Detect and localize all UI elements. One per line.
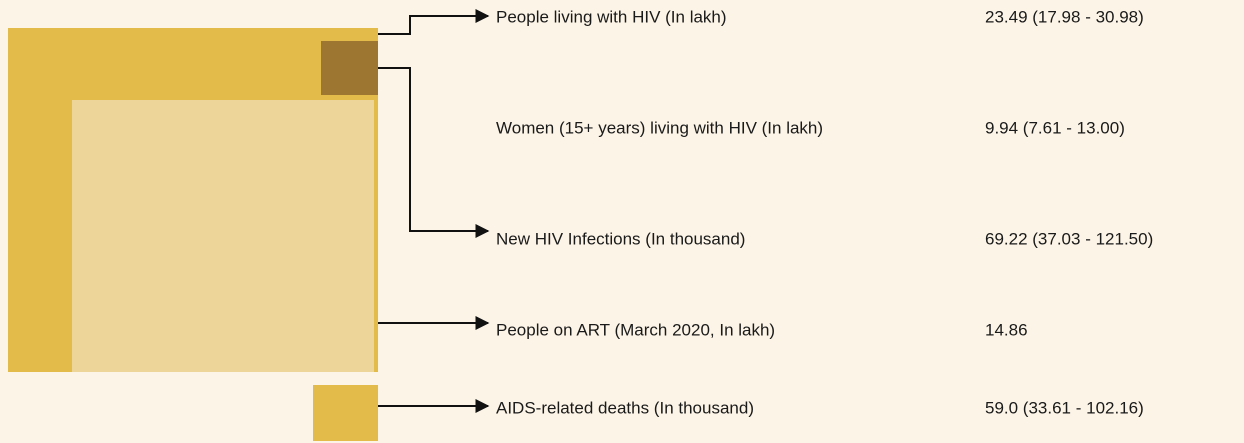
item-value: 69.22 (37.03 - 121.50) xyxy=(985,229,1153,248)
deaths-square xyxy=(313,385,378,441)
item-label: New HIV Infections (In thousand) xyxy=(496,229,745,248)
art-square xyxy=(72,100,374,372)
item-label: People living with HIV (In lakh) xyxy=(496,7,727,26)
labels: People living with HIV (In lakh) 23.49 (1… xyxy=(496,7,1153,417)
connector xyxy=(378,9,490,35)
connector xyxy=(378,67,490,238)
item-value: 9.94 (7.61 - 13.00) xyxy=(985,118,1125,137)
item-value: 23.49 (17.98 - 30.98) xyxy=(985,7,1144,26)
item-label: People on ART (March 2020, In lakh) xyxy=(496,320,775,339)
item-label: Women (15+ years) living with HIV (In la… xyxy=(496,118,823,137)
item-value: 59.0 (33.61 - 102.16) xyxy=(985,398,1144,417)
item-value: 14.86 xyxy=(985,320,1028,339)
new-infections-square xyxy=(321,41,378,95)
item-label: AIDS-related deaths (In thousand) xyxy=(496,398,754,417)
